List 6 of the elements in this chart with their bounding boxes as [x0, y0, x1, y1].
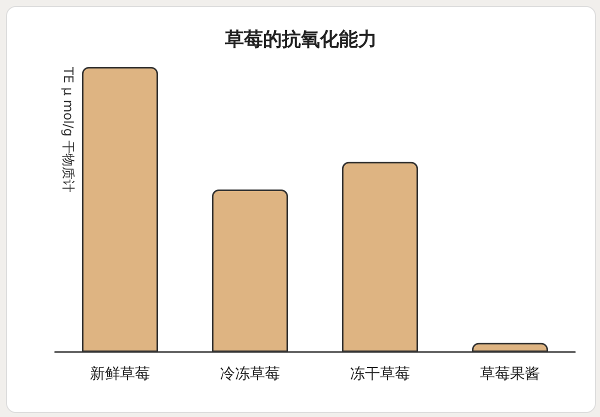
y-axis-title: TE μ mol/g 干物质计 [60, 66, 75, 193]
chart-title: 草莓的抗氧化能力 [224, 28, 377, 50]
x-tick-label: 草莓果酱 [480, 364, 540, 382]
x-tick-label: 新鲜草莓 [90, 364, 150, 382]
x-tick-label: 冻干草莓 [350, 364, 410, 382]
x-tick-label: 冷冻草莓 [220, 364, 280, 382]
